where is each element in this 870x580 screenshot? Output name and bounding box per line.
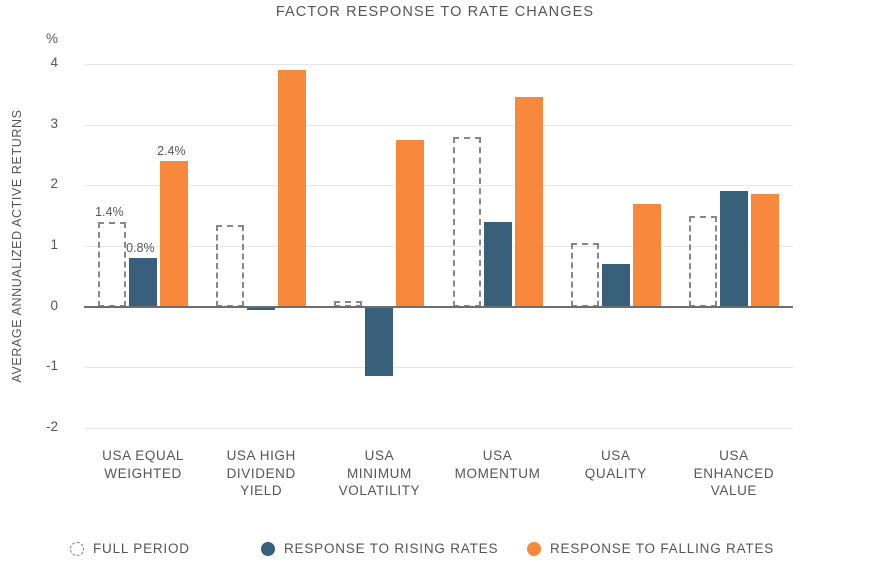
zero-axis-line — [84, 305, 793, 308]
y-tick-label: 2 — [50, 176, 58, 192]
y-axis-unit-label: % — [45, 31, 58, 46]
bar-response-to-falling-rates — [514, 97, 543, 307]
bar-response-to-rising-rates — [129, 258, 158, 307]
bar-value-label: 2.4% — [157, 144, 186, 159]
legend-item-rising-rates: RESPONSE TO RISING RATES — [261, 541, 498, 556]
legend-item-full-period: FULL PERIOD — [70, 541, 190, 556]
category-label: USA EQUAL WEIGHTED — [102, 448, 185, 481]
category-label: USA MINIMUM VOLATILITY — [338, 448, 421, 498]
bar-full-period — [688, 215, 717, 307]
y-tick-label: -1 — [45, 358, 58, 374]
gridline — [84, 428, 793, 429]
y-tick-label: 1 — [50, 237, 58, 252]
falling-rates-swatch-icon — [527, 541, 541, 556]
chart-title: FACTOR RESPONSE TO RATE CHANGES — [275, 4, 595, 20]
legend-item-falling-rates: RESPONSE TO FALLING RATES — [527, 541, 774, 556]
full-period-swatch-icon — [70, 541, 84, 556]
rising-rates-swatch-icon — [261, 541, 275, 556]
category-label: USA ENHANCED VALUE — [693, 448, 775, 498]
category-label: USA MOMENTUM — [454, 448, 541, 481]
category-label: USA QUALITY — [584, 448, 647, 481]
bar-response-to-rising-rates — [365, 306, 394, 377]
legend-label-rising-rates: RESPONSE TO RISING RATES — [284, 541, 499, 556]
gridline — [84, 246, 793, 247]
y-tick-label: 0 — [50, 297, 58, 313]
bar-full-period — [98, 221, 127, 307]
gridline — [84, 367, 793, 369]
legend-label-falling-rates: RESPONSE TO FALLING RATES — [550, 541, 775, 556]
bar-full-period — [452, 136, 481, 307]
bar-full-period — [334, 300, 363, 307]
y-tick-label: 4 — [50, 55, 58, 70]
bar-response-to-rising-rates — [719, 191, 748, 307]
bar-response-to-falling-rates — [396, 139, 425, 307]
y-tick-label: -2 — [45, 419, 58, 434]
legend: FULL PERIOD RESPONSE TO RISING RATES RES… — [0, 541, 870, 561]
bar-response-to-rising-rates — [483, 221, 512, 307]
bar-value-label: 1.4% — [95, 204, 124, 219]
y-tick-label: 3 — [50, 115, 58, 131]
bar-full-period — [216, 224, 245, 307]
bar-response-to-falling-rates — [278, 70, 307, 307]
bar-value-label: 0.8% — [126, 241, 155, 256]
gridline — [84, 64, 793, 65]
category-label: USA HIGH DIVIDEND YIELD — [226, 448, 296, 498]
bar-response-to-falling-rates — [160, 161, 189, 307]
bar-response-to-rising-rates — [601, 264, 630, 307]
bar-response-to-falling-rates — [632, 203, 661, 307]
bar-response-to-rising-rates — [247, 306, 276, 310]
bar-response-to-falling-rates — [750, 194, 779, 307]
legend-label-full-period: FULL PERIOD — [93, 541, 190, 556]
gridline — [84, 185, 793, 187]
plot-area — [84, 64, 793, 429]
bar-full-period — [570, 242, 599, 307]
gridline — [84, 124, 793, 126]
